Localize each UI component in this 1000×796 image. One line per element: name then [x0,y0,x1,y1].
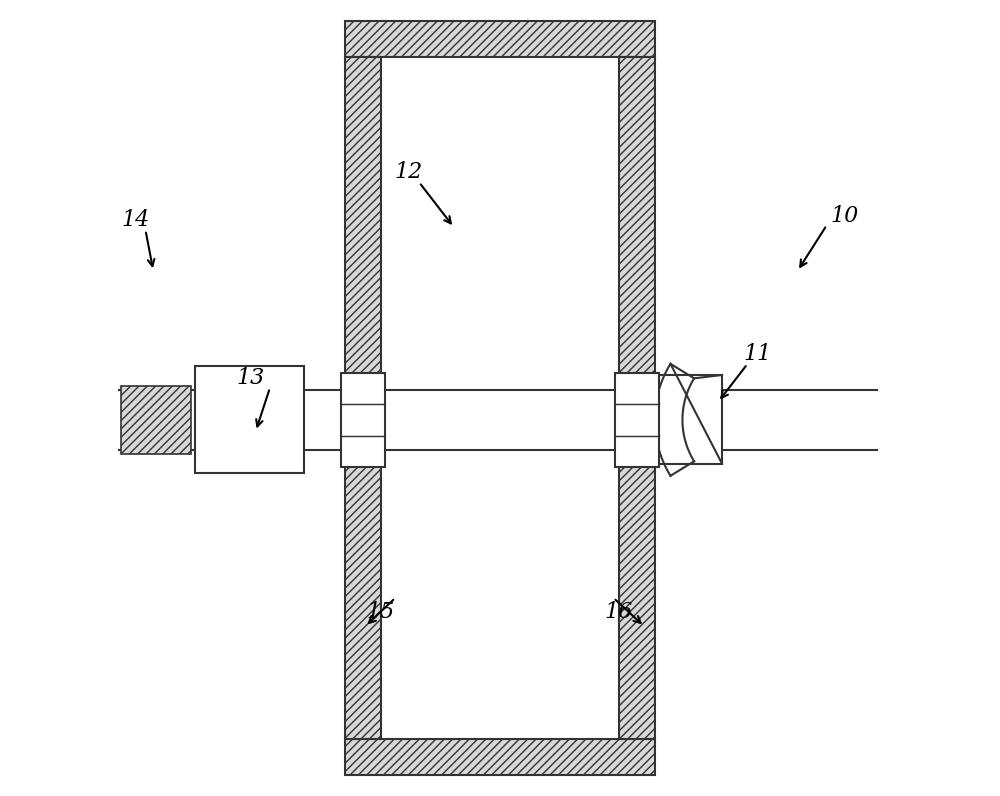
FancyBboxPatch shape [371,48,629,748]
Bar [345,21,655,57]
Text: 12: 12 [395,161,423,183]
Bar [341,373,385,467]
Bar [345,57,381,739]
Bar [121,386,191,454]
Text: 16: 16 [605,601,633,623]
Text: 10: 10 [831,205,859,227]
Bar [615,373,659,467]
Bar [345,739,655,775]
Bar [655,375,722,464]
Text: 15: 15 [367,601,395,623]
Text: 13: 13 [236,367,264,389]
Bar [195,366,304,474]
Bar [619,57,655,739]
Text: 14: 14 [121,209,149,231]
Text: 11: 11 [744,343,772,365]
